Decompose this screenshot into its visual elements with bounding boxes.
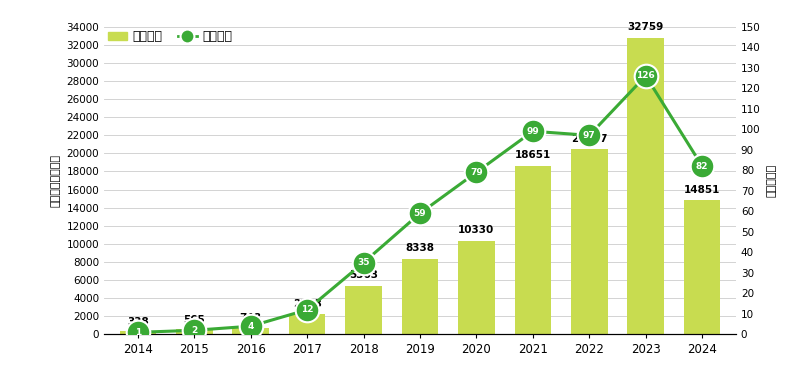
- Bar: [176, 329, 213, 334]
- Text: 14851: 14851: [684, 185, 720, 195]
- Text: 8338: 8338: [406, 244, 434, 253]
- Text: 10330: 10330: [458, 225, 494, 236]
- Bar: [346, 286, 382, 334]
- Text: 338: 338: [127, 317, 149, 327]
- Y-axis label: 発行総額（億円）: 発行総額（億円）: [51, 154, 61, 207]
- Bar: [627, 38, 664, 334]
- Text: 18651: 18651: [514, 150, 551, 160]
- Bar: [402, 259, 438, 334]
- Text: 59: 59: [414, 209, 426, 218]
- Text: 2: 2: [191, 326, 198, 335]
- Bar: [119, 331, 156, 334]
- Text: 35: 35: [358, 258, 370, 267]
- Text: 1: 1: [134, 328, 141, 337]
- Text: 2223: 2223: [293, 299, 322, 309]
- Text: 20427: 20427: [571, 134, 607, 144]
- Text: 82: 82: [696, 162, 708, 171]
- Text: 99: 99: [526, 127, 539, 136]
- Legend: 発行総額, 発行件数: 発行総額, 発行件数: [108, 30, 233, 43]
- Text: 97: 97: [583, 131, 596, 140]
- Text: 79: 79: [470, 168, 483, 177]
- Y-axis label: 件数（件）: 件数（件）: [766, 164, 776, 197]
- Bar: [289, 314, 326, 334]
- Bar: [514, 166, 551, 334]
- Text: 12: 12: [301, 305, 314, 314]
- Text: 126: 126: [636, 71, 655, 80]
- Text: 5363: 5363: [349, 271, 378, 280]
- Bar: [571, 149, 608, 334]
- Text: 32759: 32759: [627, 22, 664, 32]
- Text: 748: 748: [240, 313, 262, 323]
- Text: 565: 565: [183, 315, 205, 325]
- Bar: [684, 200, 721, 334]
- Bar: [232, 328, 269, 334]
- Text: 4: 4: [247, 322, 254, 331]
- Bar: [458, 241, 494, 334]
